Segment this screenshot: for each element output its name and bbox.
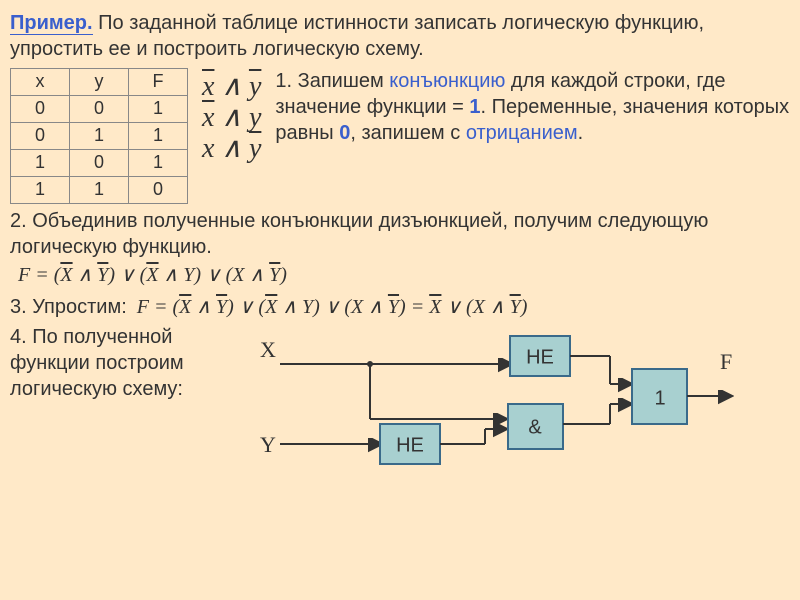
kw-conjunction: конъюнкцию [389, 70, 505, 92]
th-x: x [11, 69, 70, 96]
signal-y: Y [260, 432, 276, 457]
step4-text: 4. По полученной функции построим логиче… [10, 324, 210, 402]
cell: 0 [129, 177, 188, 204]
var: x [202, 71, 214, 102]
conjunction-expressions: x ∧ y x ∧ y x ∧ y [202, 72, 261, 164]
cell: 1 [129, 123, 188, 150]
one: 1 [469, 96, 480, 118]
v: F [137, 296, 149, 318]
and-symbol: ∧ [221, 102, 242, 133]
kw-negation: отрицанием [466, 122, 578, 144]
and-symbol: ∧ [221, 133, 242, 164]
t: ∧ [277, 296, 302, 318]
gate-not-y-label: НЕ [396, 434, 424, 456]
cell: 1 [129, 150, 188, 177]
t: ) ∨ ( [108, 264, 146, 286]
v: X [60, 264, 72, 286]
t: = [406, 296, 430, 318]
cell: 0 [70, 150, 129, 177]
v: Y [510, 296, 521, 318]
cell: 1 [70, 123, 129, 150]
t: ∨ ( [441, 296, 472, 318]
v: Y [269, 264, 280, 286]
v: X [146, 264, 158, 286]
cell: 1 [129, 96, 188, 123]
t: ∧ [363, 296, 388, 318]
var: y [249, 133, 261, 164]
v: F [18, 264, 30, 286]
v: X [265, 296, 277, 318]
intro-text: По заданной таблице истинности записать … [10, 12, 704, 60]
t: ∧ [73, 264, 98, 286]
v: X [351, 296, 363, 318]
var: x [202, 133, 214, 164]
th-y: y [70, 69, 129, 96]
gate-or-label: 1 [654, 387, 665, 409]
cell: 1 [11, 150, 70, 177]
t: ∧ [245, 264, 270, 286]
t: ∧ [191, 296, 216, 318]
formula-simplified: F = (X ∧ Y) ∨ (X ∧ Y) ∨ (X ∧ Y) = X ∨ (X… [137, 294, 528, 320]
t: 1. Запишем [275, 70, 389, 92]
var: y [249, 102, 261, 133]
v: X [232, 264, 244, 286]
v: Y [388, 296, 399, 318]
formula-dnf: F = (X ∧ Y) ∨ (X ∧ Y) ∨ (X ∧ Y) [18, 262, 790, 288]
step2-text: 2. Объединив полученные конъюнкции дизъю… [10, 208, 790, 260]
t: = ( [30, 264, 60, 286]
t: ) [521, 296, 528, 318]
t: ) [399, 296, 406, 318]
truth-table: x y F 001 011 101 110 [10, 68, 188, 204]
t: ) ∨ ( [313, 296, 351, 318]
v: X [473, 296, 485, 318]
intro-paragraph: Пример. По заданной таблице истинности з… [10, 10, 790, 62]
v: Y [216, 296, 227, 318]
t: ∧ [485, 296, 510, 318]
th-f: F [129, 69, 188, 96]
cell: 1 [70, 177, 129, 204]
v: Y [97, 264, 108, 286]
t: ∧ [159, 264, 184, 286]
step3-label: 3. Упростим: [10, 294, 127, 320]
and-symbol: ∧ [221, 71, 242, 102]
gate-not-x-label: НЕ [526, 346, 554, 368]
t: , запишем с [350, 122, 465, 144]
step1-text: 1. Запишем конъюнкцию для каждой строки,… [275, 68, 790, 146]
t: ) [280, 264, 287, 286]
example-label: Пример. [10, 12, 93, 35]
t: ) ∨ ( [194, 264, 232, 286]
cell: 0 [70, 96, 129, 123]
signal-x: X [260, 337, 276, 362]
v: Y [302, 296, 313, 318]
cell: 1 [11, 177, 70, 204]
cell: 0 [11, 96, 70, 123]
t: . [578, 122, 584, 144]
cell: 0 [11, 123, 70, 150]
v: X [429, 296, 441, 318]
t: ) ∨ ( [227, 296, 265, 318]
signal-f: F [720, 349, 732, 374]
v: X [179, 296, 191, 318]
var: y [249, 71, 261, 102]
zero: 0 [339, 122, 350, 144]
logic-circuit-diagram: X Y НЕ НЕ & 1 F [230, 324, 750, 474]
v: Y [183, 264, 194, 286]
t: = ( [149, 296, 179, 318]
gate-and-label: & [528, 416, 542, 438]
var: x [202, 102, 214, 133]
